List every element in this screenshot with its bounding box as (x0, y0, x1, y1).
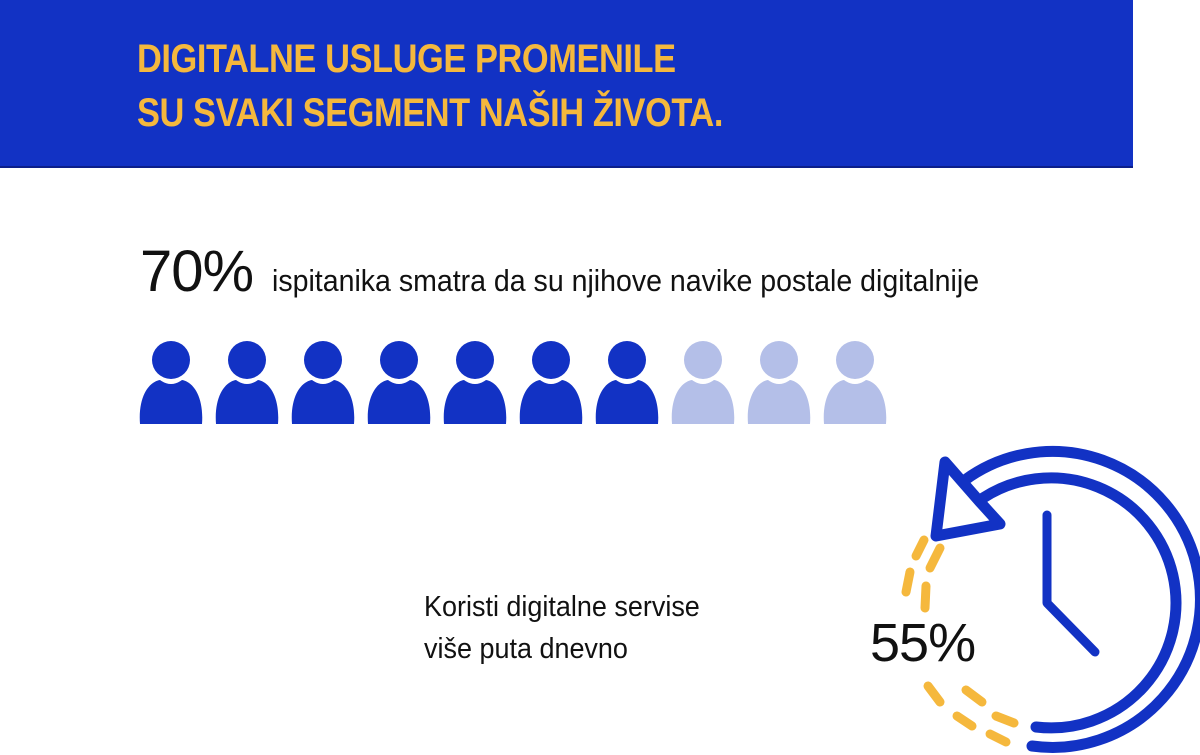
stat-70-value: 70% (140, 239, 254, 304)
stat-70-description: ispitanika smatra da su njihove navike p… (271, 263, 979, 298)
stat-55-value: 55% (870, 613, 976, 673)
person-icon-empty (671, 341, 735, 424)
person-icon-filled (139, 341, 203, 424)
person-icon-filled (367, 341, 431, 424)
header-banner: DIGITALNE USLUGE PROMENILE SU SVAKI SEGM… (0, 0, 1133, 168)
title-line-2: SU SVAKI SEGMENT NAŠIH ŽIVOTA. (137, 91, 723, 135)
person-icon-filled (291, 341, 355, 424)
person-icon-filled (443, 341, 507, 424)
stat-55-description: Koristi digitalne servise više puta dnev… (424, 586, 700, 670)
stat-70-row: 70% ispitanika smatra da su njihove navi… (140, 238, 1040, 305)
page-title: DIGITALNE USLUGE PROMENILE SU SVAKI SEGM… (137, 32, 723, 140)
clock-rewind-icon (901, 445, 1200, 753)
stat-55-description-line-2: više puta dnevno (424, 633, 628, 665)
stat-55-description-line-1: Koristi digitalne servise (424, 591, 700, 623)
title-line-1: DIGITALNE USLUGE PROMENILE (137, 37, 676, 81)
person-icon-empty (823, 341, 887, 424)
person-icon-filled (519, 341, 583, 424)
person-icon-filled (215, 341, 279, 424)
person-icon-empty (747, 341, 811, 424)
person-icon-filled (595, 341, 659, 424)
people-pictogram (136, 338, 890, 426)
